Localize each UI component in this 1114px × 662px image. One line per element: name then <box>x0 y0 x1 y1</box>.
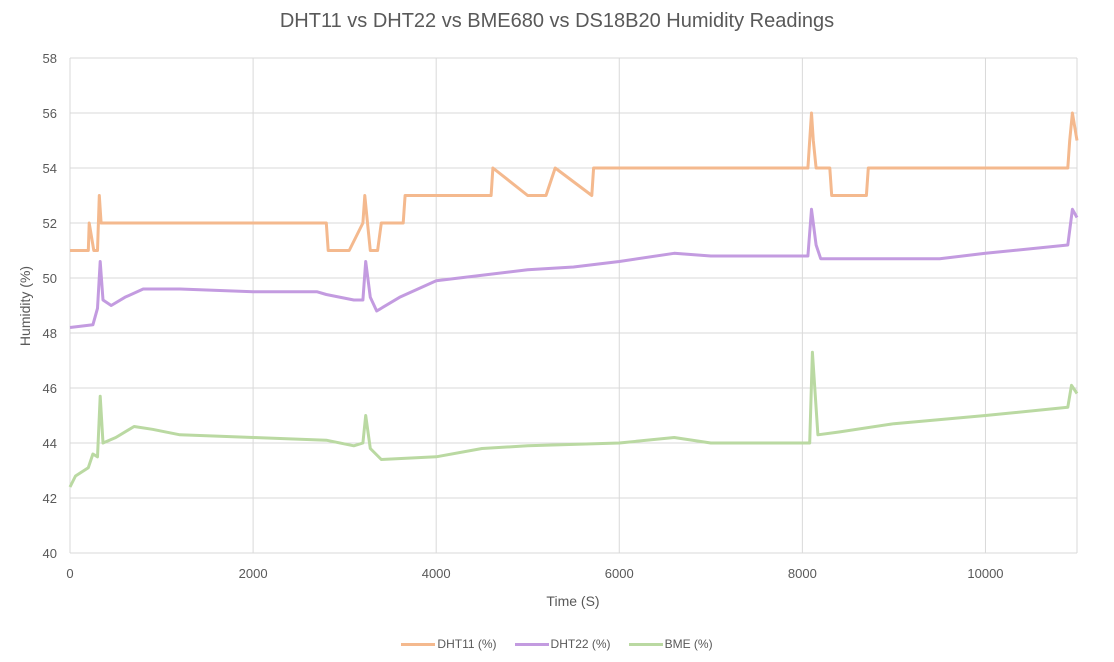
legend-item-dht22[interactable]: DHT22 (%) <box>514 637 611 651</box>
x-tick-label: 6000 <box>605 566 634 581</box>
series-lines <box>68 111 1079 488</box>
y-axis-label: Humidity (%) <box>17 266 33 346</box>
legend-swatch-dht22 <box>514 642 549 646</box>
legend-label: DHT22 (%) <box>550 637 611 651</box>
gridlines <box>69 57 1078 554</box>
legend-item-dht11[interactable]: DHT11 (%) <box>401 637 497 651</box>
y-axis-ticks: 40 42 44 46 48 50 52 54 56 58 <box>43 51 57 561</box>
x-axis-ticks: 0 2000 4000 6000 8000 10000 <box>66 566 1003 581</box>
x-tick-label: 2000 <box>239 566 268 581</box>
y-tick-label: 58 <box>43 51 57 66</box>
x-tick-label: 0 <box>66 566 73 581</box>
y-tick-label: 44 <box>43 436 57 451</box>
y-tick-label: 56 <box>43 106 57 121</box>
y-tick-label: 50 <box>43 271 57 286</box>
y-tick-label: 42 <box>43 491 57 506</box>
legend-label: DHT11 (%) <box>437 637 497 651</box>
x-tick-label: 10000 <box>967 566 1003 581</box>
x-tick-label: 4000 <box>422 566 451 581</box>
legend-label: BME (%) <box>664 637 713 651</box>
legend: DHT11 (%) DHT22 (%) BME (%) <box>0 637 1114 651</box>
y-tick-label: 48 <box>43 326 57 341</box>
series-line-1 <box>69 207 1079 329</box>
chart-title: DHT11 vs DHT22 vs BME680 vs DS18B20 Humi… <box>279 10 835 32</box>
x-tick-label: 8000 <box>788 566 817 581</box>
y-tick-label: 52 <box>43 216 57 231</box>
legend-swatch-bme <box>628 642 663 646</box>
series-line-0 <box>70 111 1079 252</box>
y-tick-label: 40 <box>43 546 57 561</box>
y-tick-label: 54 <box>43 161 57 176</box>
legend-swatch-dht11 <box>401 642 436 646</box>
x-axis-label: Time (S) <box>546 593 599 609</box>
y-tick-label: 46 <box>43 381 57 396</box>
series-line-2 <box>68 350 1079 488</box>
legend-item-bme[interactable]: BME (%) <box>628 637 713 651</box>
